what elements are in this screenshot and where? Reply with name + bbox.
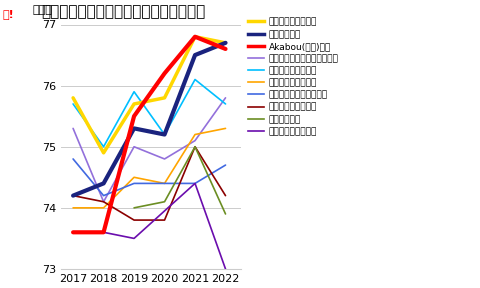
Text: マ!: マ! — [2, 9, 14, 19]
Y-axis label: （点）: （点） — [33, 5, 53, 15]
Title: 「引越し会社」総合満足度（経年変化）: 「引越し会社」総合満足度（経年変化） — [42, 4, 206, 19]
Legend: サカイ引越センター, 引越しは日通, Akabou(赤帽)引越, ハトのマークの引越センター, アート引越センター, アーク引越センター, アリさんマークの引越: サカイ引越センター, 引越しは日通, Akabou(赤帽)引越, ハトのマークの… — [247, 17, 339, 137]
